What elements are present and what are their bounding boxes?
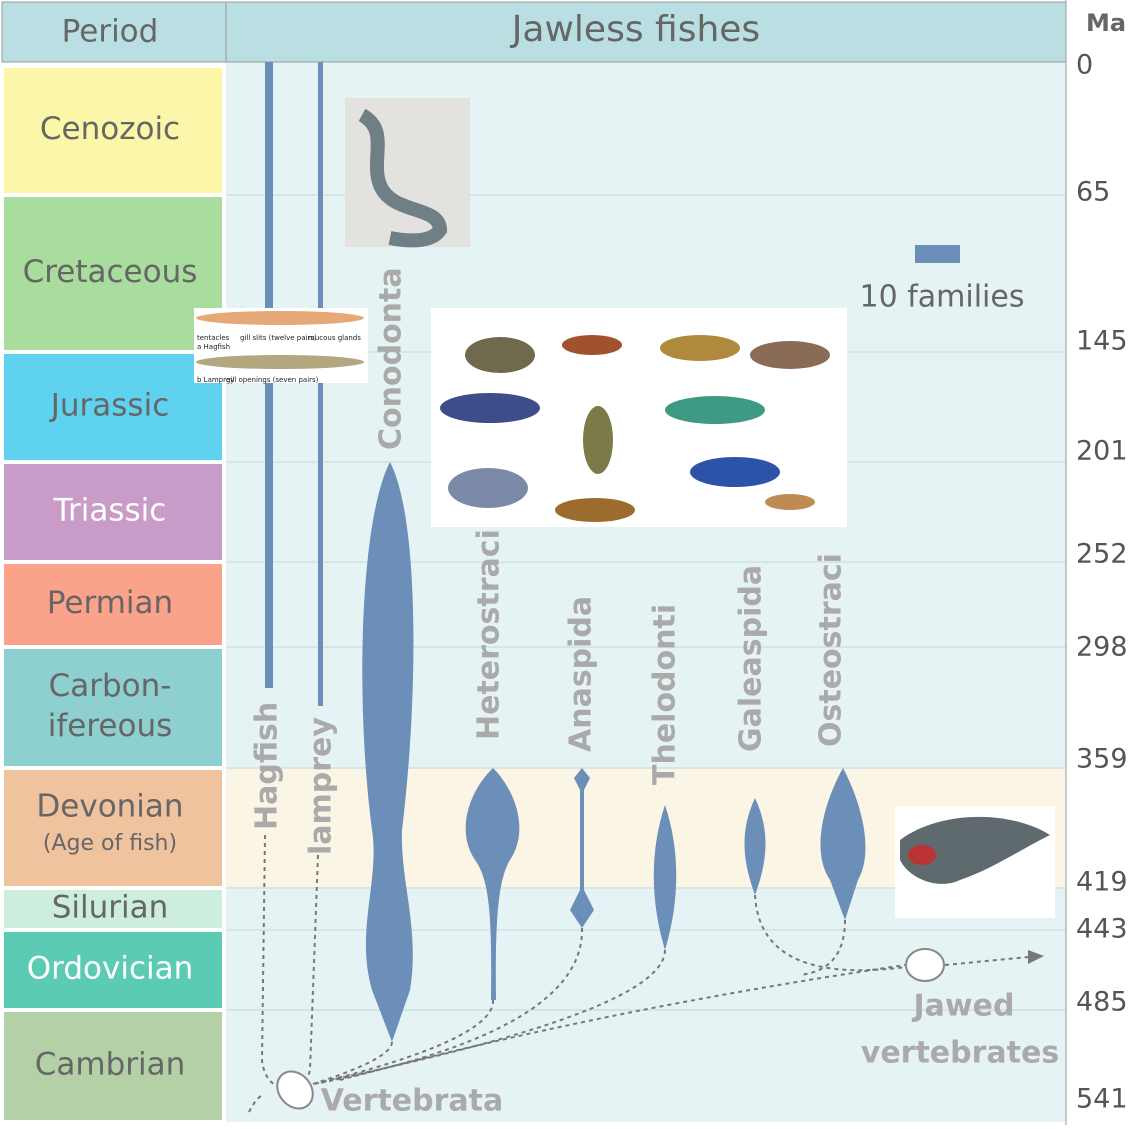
galeaspida-spindle	[744, 798, 766, 895]
taxon-label: Anaspida	[564, 596, 599, 752]
branch	[944, 956, 1029, 966]
unit: Ma	[1086, 9, 1126, 37]
figure-label: tentacles	[197, 334, 230, 342]
title: Jawless fishes	[510, 9, 760, 50]
taxon-label: Galeaspida	[734, 565, 769, 752]
heterostraci-spindle	[465, 768, 520, 1000]
period-cell	[4, 197, 222, 350]
legend-label: 10 families	[860, 280, 1025, 315]
period-cell	[4, 68, 222, 193]
image-shape	[660, 335, 740, 361]
branch	[329, 949, 666, 1081]
arrowhead	[1028, 950, 1044, 964]
period-cell	[4, 932, 222, 1008]
ma-tick: 443	[1076, 914, 1128, 945]
node-label: Vertebrata	[321, 1084, 504, 1119]
image-shape	[448, 468, 528, 508]
period-cell	[4, 649, 222, 766]
period-name: Triassic	[53, 493, 167, 529]
ma-tick: 541	[1076, 1084, 1128, 1115]
taxon-label: Conodonta	[374, 267, 409, 450]
ma-tick: 485	[1076, 987, 1128, 1018]
period-cell	[4, 890, 222, 928]
period-name: Cenozoic	[40, 111, 180, 147]
image-shape	[196, 311, 364, 325]
branch	[248, 1094, 263, 1113]
period-header	[1, 1, 227, 63]
image-shape	[765, 494, 815, 510]
image-shape	[440, 393, 540, 423]
image-shape	[900, 816, 1050, 884]
ma-tick: 252	[1076, 539, 1128, 570]
branch	[299, 1041, 393, 1089]
ma-tick: 145	[1076, 326, 1128, 357]
period-cell	[4, 354, 222, 460]
image-shape	[465, 337, 535, 373]
dunkleosteus-image	[895, 806, 1055, 918]
image-shape	[196, 355, 364, 369]
image-shape	[555, 498, 635, 522]
ma-tick: 419	[1076, 867, 1128, 898]
image-shape	[750, 341, 830, 369]
branch	[309, 999, 495, 1086]
image-shape	[665, 396, 765, 424]
period-name: Carbon-	[49, 668, 172, 704]
figure-label: b Lamprey	[197, 376, 234, 384]
period-name: Permian	[47, 585, 173, 621]
period-name: Ordovician	[27, 951, 194, 987]
node-label: Jawed	[912, 989, 1015, 1024]
taxon-label: Heterostraci	[472, 529, 507, 740]
anaspida-spindle	[570, 768, 594, 928]
figure-label: mucous glands	[308, 334, 361, 342]
ma-tick: 65	[1076, 177, 1110, 208]
image-shape	[358, 108, 448, 248]
ma-tick: 298	[1076, 632, 1128, 663]
period-name: Jurassic	[49, 388, 170, 424]
node	[276, 1070, 314, 1110]
fish-plate-image	[431, 308, 847, 527]
period-cell	[4, 770, 222, 886]
period-name: Cretaceous	[23, 254, 198, 290]
period-name: Devonian	[36, 789, 183, 825]
branch	[339, 964, 906, 1081]
taxon-label: Hagfish	[250, 702, 285, 830]
hagfish-image: tentacles gill slits (twelve pairs) muco…	[194, 308, 368, 384]
node-label: vertebrates	[861, 1036, 1059, 1071]
period-cell	[4, 1012, 222, 1120]
image-shape	[690, 457, 780, 487]
thelodonti-spindle	[653, 805, 677, 950]
title-header	[225, 1, 1067, 63]
period-header-text: Period	[62, 14, 159, 50]
taxa-labels: Hagfish lamprey Conodonta Heterostraci Anasp…	[250, 267, 849, 855]
taxon-label: Osteostraci	[814, 553, 849, 747]
image-shape	[562, 335, 622, 355]
ma-tick: 0	[1076, 50, 1093, 81]
period-name: ifereous	[48, 708, 173, 744]
tree	[248, 834, 1044, 1113]
osteostraci-spindle	[820, 768, 866, 920]
image-shape	[908, 845, 936, 865]
ma-tick: 201	[1076, 436, 1128, 467]
conodonta-spindle	[362, 462, 414, 1042]
lamprey-image	[345, 98, 470, 248]
period-cell	[4, 564, 222, 645]
figure-label: a Hagfish	[197, 343, 230, 351]
branch	[260, 834, 296, 1091]
ma-tick: 359	[1076, 744, 1128, 775]
image-shape	[583, 406, 613, 474]
period-name: Cambrian	[35, 1047, 186, 1083]
lamprey-bar	[318, 62, 323, 706]
period-name: Silurian	[52, 890, 169, 926]
legend-swatch	[915, 245, 960, 263]
figure-label: gill slits (twelve pairs)	[240, 334, 317, 342]
period-name: (Age of fish)	[43, 831, 177, 856]
branch	[799, 919, 846, 976]
taxon-label: Thelodonti	[648, 604, 683, 785]
figure-label: gill openings (seven pairs)	[226, 376, 319, 384]
period-cell	[4, 464, 222, 560]
taxon-label: lamprey	[304, 717, 339, 855]
period-rows: Cenozoic Cretaceous Jurassic Triassic Permia…	[4, 68, 222, 1120]
node	[905, 948, 945, 982]
